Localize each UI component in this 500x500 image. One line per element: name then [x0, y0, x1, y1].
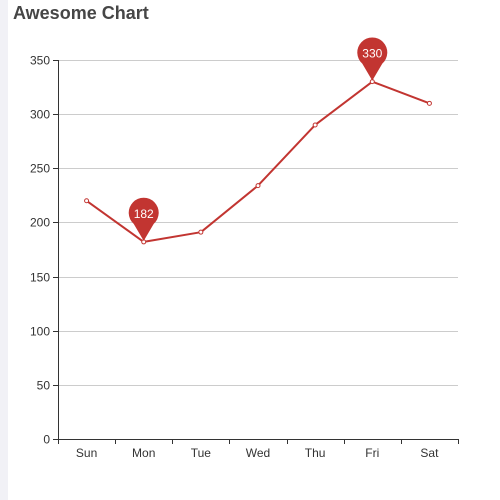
x-tick-label-thu: Thu [305, 446, 326, 460]
markpoint-label-mon: 182 [134, 207, 154, 221]
data-point-wed [255, 183, 261, 189]
chart-title: Awesome Chart [13, 3, 149, 23]
x-tick-label-sat: Sat [420, 446, 439, 460]
x-tick-label-fri: Fri [365, 446, 379, 460]
x-tick-label-tue: Tue [191, 446, 212, 460]
y-tick-label-200: 200 [30, 216, 50, 230]
y-tick-label-0: 0 [43, 433, 50, 447]
grid-lines [58, 60, 458, 386]
markpoint-pin-fri [357, 37, 388, 81]
data-point-tue [198, 229, 204, 235]
y-tick-label-100: 100 [30, 325, 50, 339]
y-tick-label-150: 150 [30, 271, 50, 285]
markpoints: 182 330 [128, 37, 388, 241]
data-point-thu [312, 122, 318, 128]
y-tick-label-350: 350 [30, 54, 50, 68]
markpoint-pin-mon [128, 197, 159, 241]
y-tick-label-300: 300 [30, 108, 50, 122]
markpoint-label-fri: 330 [362, 47, 382, 61]
left-strip [0, 0, 8, 500]
data-point-sun [84, 198, 90, 204]
y-tick-label-250: 250 [30, 162, 50, 176]
x-tick-label-wed: Wed [246, 446, 270, 460]
data-points [84, 79, 432, 245]
x-tick-label-sun: Sun [76, 446, 97, 460]
x-tick-label-mon: Mon [132, 446, 155, 460]
y-tick-label-50: 50 [37, 379, 51, 393]
data-point-sat [426, 100, 432, 106]
axes: 0 50 100 150 200 250 300 350 Sun Mon Tue Wed Thu Fri S… [30, 54, 459, 460]
